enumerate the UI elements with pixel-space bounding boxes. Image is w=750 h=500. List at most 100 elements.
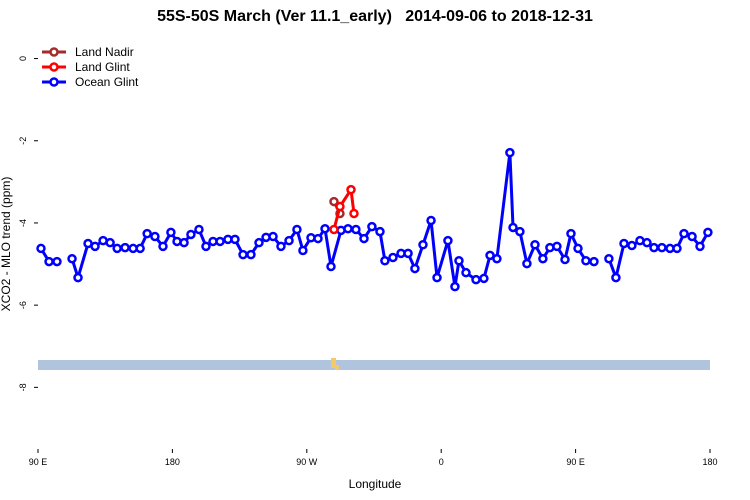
x-axis-title: Longitude	[349, 477, 402, 491]
data-point	[329, 224, 339, 235]
coverage-band	[38, 360, 710, 370]
x-tick-label: 180	[165, 457, 180, 467]
data-point	[657, 242, 667, 253]
data-point	[403, 248, 413, 259]
data-point	[522, 258, 532, 269]
data-point	[329, 196, 339, 207]
data-point	[581, 256, 591, 266]
y-tick-label: -2	[18, 137, 28, 145]
x-tick-label: 90 W	[296, 457, 318, 467]
data-point	[627, 240, 637, 251]
data-point	[313, 233, 323, 244]
data-point	[515, 226, 525, 237]
data-point	[44, 256, 54, 267]
data-point	[246, 249, 256, 260]
data-point	[194, 224, 204, 235]
data-point	[611, 272, 621, 283]
data-point	[120, 242, 130, 253]
coverage-mark	[335, 365, 339, 370]
data-point	[320, 223, 330, 234]
data-point	[703, 227, 713, 238]
data-point	[380, 256, 390, 266]
data-point	[508, 222, 518, 233]
data-point	[573, 243, 583, 254]
data-point	[410, 263, 420, 274]
data-point	[479, 273, 489, 284]
data-point	[36, 243, 46, 254]
data-point	[426, 215, 436, 226]
chart-title: 55S-50S March (Ver 11.1_early) 2014-09-0…	[157, 8, 593, 25]
data-point	[90, 241, 100, 252]
data-point	[450, 281, 460, 292]
data-point	[276, 241, 286, 252]
coverage-mark	[331, 358, 336, 368]
x-tick-label: 90 E	[29, 457, 48, 467]
data-point	[105, 237, 115, 248]
series-line	[39, 152, 710, 287]
data-point	[642, 237, 652, 248]
y-axis-title: XCO2 - MLO trend (ppm)	[0, 177, 13, 312]
data-point	[619, 238, 629, 249]
data-point	[158, 241, 168, 252]
data-point	[52, 256, 62, 267]
series-line	[332, 185, 356, 230]
data-point	[112, 243, 122, 254]
data-point	[135, 243, 145, 254]
data-point	[604, 253, 614, 264]
data-point	[649, 242, 659, 253]
data-point	[538, 253, 548, 264]
legend-label: Ocean Glint	[75, 75, 139, 89]
data-point	[335, 201, 345, 212]
legend-label: Land Nadir	[75, 45, 134, 59]
legend-marker	[49, 62, 59, 72]
data-point	[179, 237, 189, 248]
data-point	[418, 239, 428, 250]
data-point	[351, 224, 361, 235]
data-point	[443, 235, 453, 246]
data-point	[679, 228, 689, 239]
data-point	[359, 233, 369, 244]
y-tick-label: -4	[18, 219, 28, 227]
x-tick-label: 0	[439, 457, 444, 467]
data-point	[687, 231, 697, 242]
data-point	[695, 241, 705, 252]
data-point	[492, 253, 502, 264]
data-point	[388, 252, 398, 263]
data-point	[215, 236, 225, 247]
data-point	[505, 147, 515, 158]
data-point	[672, 243, 682, 254]
data-point	[142, 228, 152, 239]
data-point	[552, 241, 562, 252]
data-point	[454, 256, 464, 266]
data-point	[230, 234, 240, 245]
data-point	[150, 231, 160, 242]
y-tick-label: 0	[18, 56, 28, 61]
legend-marker	[49, 47, 59, 57]
x-tick-label: 180	[702, 457, 717, 467]
legend-label: Land Glint	[75, 60, 130, 74]
data-point	[471, 274, 481, 285]
data-point	[375, 226, 385, 237]
y-tick-label: -6	[18, 301, 28, 309]
data-point	[560, 254, 570, 265]
x-tick-label: 90 E	[566, 457, 585, 467]
data-point	[186, 229, 196, 240]
data-point	[254, 237, 264, 248]
data-point	[201, 241, 211, 252]
data-point	[326, 261, 336, 272]
data-point	[566, 228, 576, 239]
data-point	[284, 235, 294, 246]
data-point	[589, 256, 599, 267]
data-point	[67, 253, 77, 264]
data-point	[298, 245, 308, 256]
data-point	[530, 239, 540, 250]
data-point	[238, 249, 248, 260]
legend-marker	[49, 77, 59, 87]
data-point	[432, 272, 442, 283]
data-point	[73, 272, 83, 283]
data-point	[349, 208, 359, 219]
data-point	[367, 221, 377, 232]
data-point	[346, 184, 356, 195]
data-point	[268, 231, 278, 242]
